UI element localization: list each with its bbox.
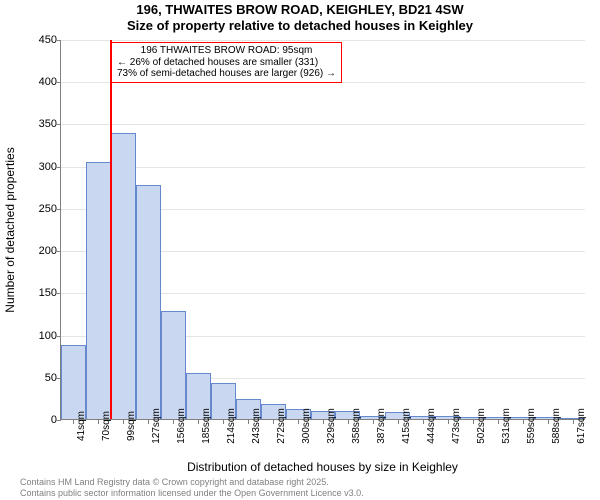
x-tick-mark <box>423 420 424 424</box>
bar <box>86 162 111 419</box>
x-tick-mark <box>73 420 74 424</box>
bar <box>161 311 186 419</box>
x-axis-label: Distribution of detached houses by size … <box>60 460 585 474</box>
chart-title-address: 196, THWAITES BROW ROAD, KEIGHLEY, BD21 … <box>0 2 600 17</box>
x-tick-mark <box>223 420 224 424</box>
y-tick-label: 300 <box>39 161 57 173</box>
x-tick-mark <box>498 420 499 424</box>
x-tick-mark <box>548 420 549 424</box>
x-tick-mark <box>448 420 449 424</box>
y-tick-label: 250 <box>39 203 57 215</box>
y-tick-label: 450 <box>39 34 57 46</box>
x-tick-mark <box>523 420 524 424</box>
x-tick-label: 214sqm <box>226 408 237 444</box>
x-tick-mark <box>573 420 574 424</box>
y-tick-label: 0 <box>51 414 57 426</box>
marker-line <box>110 40 112 419</box>
y-tick-mark <box>57 293 61 294</box>
chart-container: 196, THWAITES BROW ROAD, KEIGHLEY, BD21 … <box>0 0 600 500</box>
x-tick-mark <box>323 420 324 424</box>
x-tick-label: 185sqm <box>201 408 212 444</box>
y-tick-mark <box>57 209 61 210</box>
x-tick-mark <box>348 420 349 424</box>
x-tick-label: 588sqm <box>551 408 562 444</box>
x-tick-label: 243sqm <box>251 408 262 444</box>
y-axis-label: Number of detached properties <box>3 147 17 312</box>
x-tick-label: 99sqm <box>126 411 137 441</box>
x-tick-mark <box>98 420 99 424</box>
x-tick-mark <box>398 420 399 424</box>
x-tick-label: 444sqm <box>426 408 437 444</box>
plot-area: 196 THWAITES BROW ROAD: 95sqm ← 26% of d… <box>60 40 585 420</box>
x-tick-label: 358sqm <box>351 408 362 444</box>
footer-line-1: Contains HM Land Registry data © Crown c… <box>20 477 364 487</box>
callout-line-3: 73% of semi-detached houses are larger (… <box>117 68 336 80</box>
y-tick-label: 100 <box>39 330 57 342</box>
x-tick-label: 41sqm <box>76 411 87 441</box>
y-tick-label: 200 <box>39 245 57 257</box>
x-tick-label: 127sqm <box>151 408 162 444</box>
x-tick-label: 387sqm <box>376 408 387 444</box>
footer-line-2: Contains public sector information licen… <box>20 488 364 498</box>
x-tick-mark <box>373 420 374 424</box>
y-tick-mark <box>57 82 61 83</box>
y-tick-mark <box>57 167 61 168</box>
x-tick-label: 415sqm <box>401 408 412 444</box>
bar <box>111 133 136 419</box>
y-tick-mark <box>57 124 61 125</box>
y-tick-label: 150 <box>39 287 57 299</box>
x-tick-mark <box>273 420 274 424</box>
x-axis-ticks: 41sqm70sqm99sqm127sqm156sqm185sqm214sqm2… <box>60 421 585 461</box>
x-tick-label: 156sqm <box>176 408 187 444</box>
y-tick-mark <box>57 40 61 41</box>
y-tick-mark <box>57 336 61 337</box>
callout-line-2: ← 26% of detached houses are smaller (33… <box>117 57 336 69</box>
y-tick-label: 350 <box>39 118 57 130</box>
x-tick-label: 70sqm <box>101 411 112 441</box>
bar <box>61 345 86 419</box>
bar <box>136 185 161 419</box>
x-tick-mark <box>248 420 249 424</box>
bar-series <box>61 40 585 419</box>
footer-attribution: Contains HM Land Registry data © Crown c… <box>20 477 364 498</box>
y-tick-mark <box>57 378 61 379</box>
callout-line-1: 196 THWAITES BROW ROAD: 95sqm <box>117 45 336 57</box>
y-tick-label: 400 <box>39 76 57 88</box>
x-tick-label: 502sqm <box>476 408 487 444</box>
x-tick-mark <box>148 420 149 424</box>
callout-box: 196 THWAITES BROW ROAD: 95sqm ← 26% of d… <box>111 42 342 83</box>
chart-title-description: Size of property relative to detached ho… <box>0 18 600 33</box>
x-tick-label: 531sqm <box>501 408 512 444</box>
x-tick-mark <box>123 420 124 424</box>
x-tick-mark <box>198 420 199 424</box>
x-tick-label: 329sqm <box>326 408 337 444</box>
y-tick-mark <box>57 251 61 252</box>
x-tick-label: 473sqm <box>451 408 462 444</box>
x-tick-label: 559sqm <box>526 408 537 444</box>
x-tick-label: 300sqm <box>301 408 312 444</box>
y-tick-label: 50 <box>45 372 57 384</box>
x-tick-label: 617sqm <box>576 408 587 444</box>
x-tick-mark <box>473 420 474 424</box>
x-tick-mark <box>298 420 299 424</box>
x-tick-label: 272sqm <box>276 408 287 444</box>
x-tick-mark <box>173 420 174 424</box>
